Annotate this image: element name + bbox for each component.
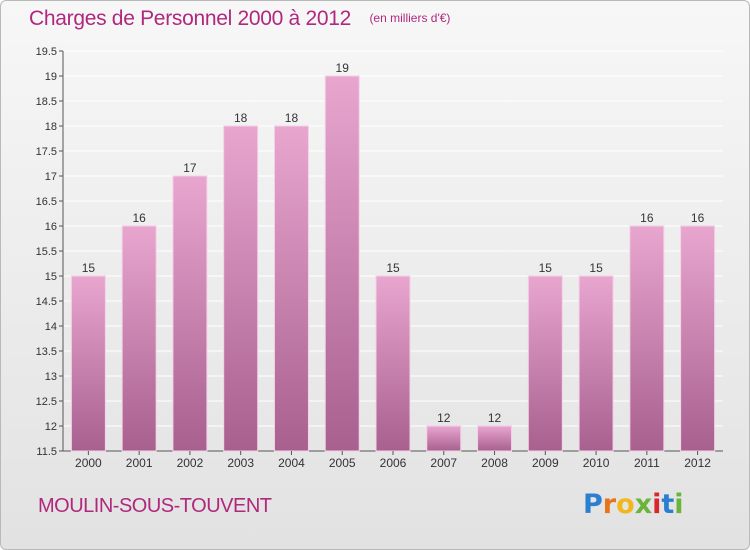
bar-value-label: 12 — [437, 411, 451, 425]
bar — [375, 275, 411, 452]
y-tick-label: 13.5 — [36, 346, 57, 358]
y-tick-label: 17.5 — [36, 146, 57, 158]
x-tick-label: 2010 — [583, 456, 610, 470]
x-tick-label: 2009 — [532, 456, 559, 470]
y-tick-label: 15 — [45, 271, 57, 283]
logo-letter: i — [674, 489, 684, 520]
y-tick-label: 19 — [45, 71, 57, 83]
y-tick-label: 17 — [45, 171, 57, 183]
x-tick-label: 2000 — [75, 456, 102, 470]
y-tick-label: 18 — [45, 121, 57, 133]
bar-value-label: 15 — [589, 261, 603, 275]
x-tick-label: 2004 — [278, 456, 305, 470]
bar-value-label: 16 — [132, 211, 146, 225]
bar — [680, 225, 716, 452]
bar-value-label: 16 — [691, 211, 705, 225]
y-tick-label: 12 — [45, 421, 57, 433]
bar — [578, 275, 614, 452]
bar-value-label: 15 — [539, 261, 553, 275]
commune-name: MOULIN-SOUS-TOUVENT — [38, 495, 272, 517]
y-tick-label: 18.5 — [36, 96, 57, 108]
bar — [121, 225, 157, 452]
bar — [273, 125, 309, 452]
bar — [223, 125, 259, 452]
logo-letter: o — [616, 489, 635, 520]
bar-value-label: 19 — [336, 61, 350, 75]
bar — [527, 275, 563, 452]
y-tick-label: 19.5 — [36, 46, 57, 58]
x-tick-label: 2011 — [634, 456, 660, 470]
bar-value-label: 12 — [488, 411, 502, 425]
x-tick-label: 2008 — [481, 456, 508, 470]
x-tick-label: 2012 — [684, 456, 711, 470]
logo-letter: t — [661, 489, 675, 520]
bar-value-label: 16 — [640, 211, 654, 225]
bar-value-label: 15 — [386, 261, 400, 275]
bar — [477, 425, 513, 452]
x-tick-label: 2003 — [227, 456, 254, 470]
x-tick-label: 2006 — [380, 456, 407, 470]
logo-letter: P — [583, 489, 603, 520]
bar-value-label: 18 — [234, 111, 248, 125]
y-tick-label: 11.5 — [36, 446, 57, 458]
y-tick-label: 13 — [45, 371, 57, 383]
chart-title: Charges de Personnel 2000 à 2012 — [29, 7, 351, 30]
bar-value-label: 18 — [285, 111, 299, 125]
bar-value-label: 17 — [183, 161, 197, 175]
bar — [172, 175, 208, 452]
y-tick-label: 14.5 — [36, 296, 57, 308]
bar-value-label: 15 — [82, 261, 96, 275]
x-tick-label: 2005 — [329, 456, 356, 470]
logo-letter: i — [652, 489, 662, 520]
bar — [324, 75, 360, 452]
x-tick-label: 2001 — [126, 456, 153, 470]
proxiti-logo: Proxiti — [583, 489, 684, 520]
y-tick-label: 12.5 — [36, 396, 57, 408]
x-tick-label: 2007 — [430, 456, 457, 470]
logo-letter: r — [602, 489, 617, 520]
chart-subtitle: (en milliers d'€) — [369, 11, 451, 25]
y-tick-label: 16.5 — [36, 196, 57, 208]
bar — [70, 275, 106, 452]
logo-letter: x — [634, 489, 653, 520]
y-tick-label: 15.5 — [36, 246, 57, 258]
y-tick-label: 14 — [45, 321, 57, 333]
bar — [426, 425, 462, 452]
bar — [629, 225, 665, 452]
y-tick-label: 16 — [45, 221, 57, 233]
title-row: Charges de Personnel 2000 à 2012 (en mil… — [29, 7, 450, 31]
x-tick-label: 2002 — [177, 456, 204, 470]
